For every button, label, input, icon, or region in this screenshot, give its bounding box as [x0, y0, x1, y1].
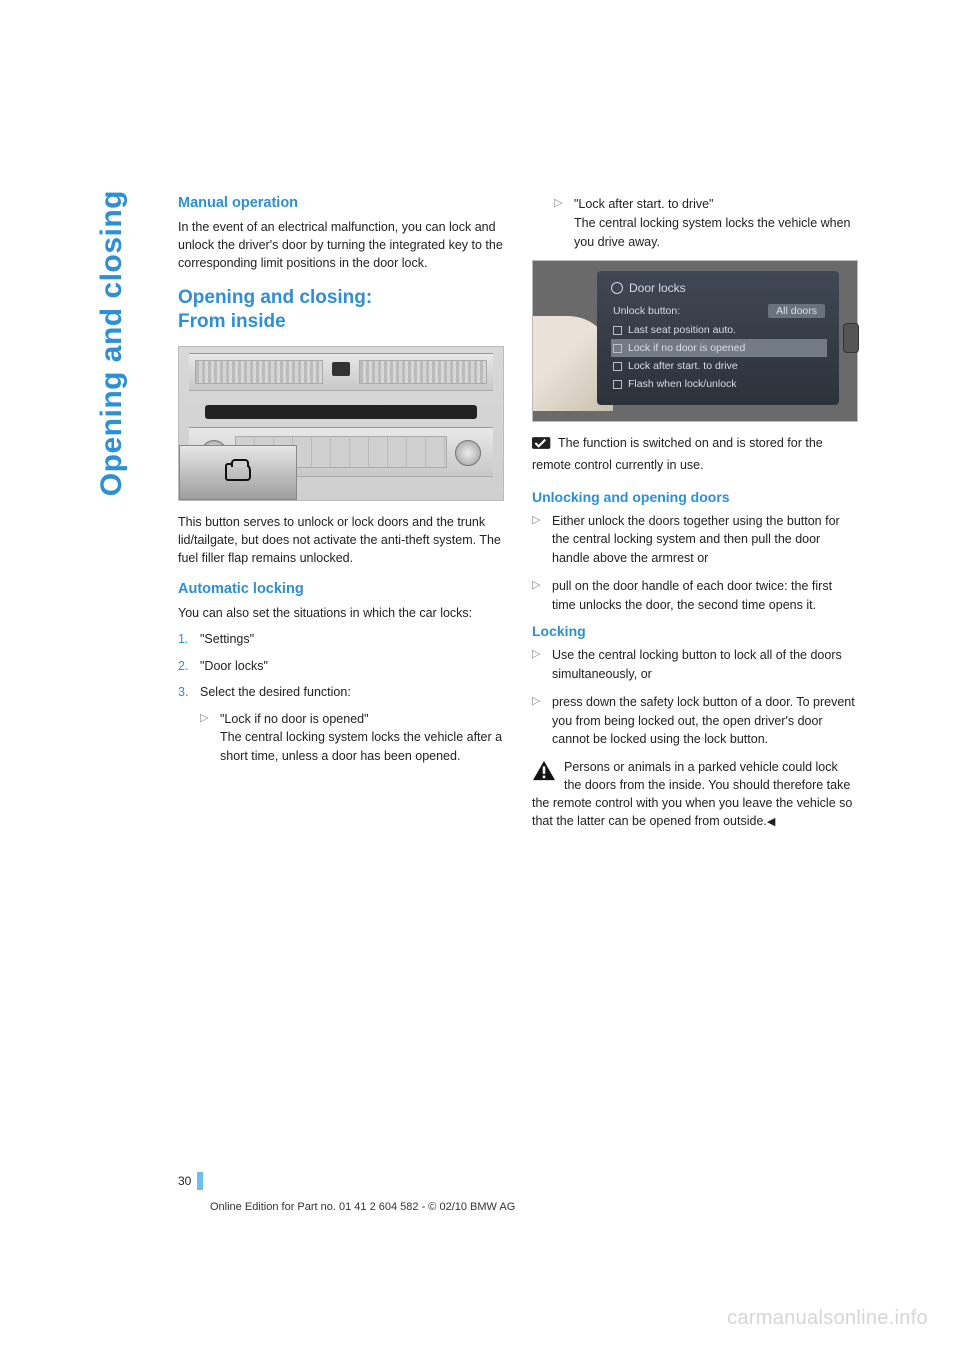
para-auto-locking-intro: You can also set the situations in which…	[178, 604, 504, 622]
warning-text: Persons or animals in a parked vehicle c…	[532, 760, 852, 828]
idrive-screen-panel: Door locks Unlock button: All doors Last…	[597, 271, 839, 405]
cont-sub-1-desc: The central locking system locks the veh…	[574, 216, 851, 249]
central-lock-button-callout	[179, 445, 297, 500]
checkbox-icon	[613, 380, 622, 389]
step-3-sub-1: "Lock if no door is opened" The central …	[200, 710, 504, 766]
step-2: 2."Door locks"	[178, 657, 504, 676]
left-column: Manual operation In the event of an elec…	[178, 195, 504, 845]
figure-idrive-screen: Door locks Unlock button: All doors Last…	[532, 260, 858, 422]
screen-row-2-text: Lock after start. to drive	[628, 360, 738, 372]
checkbox-icon	[613, 326, 622, 335]
unlock-item-0: Either unlock the doors together using t…	[532, 512, 858, 568]
para-stored-note: The function is switched on and is store…	[532, 434, 858, 474]
heading-locking: Locking	[532, 623, 858, 639]
screen-row-0-text: Last seat position auto.	[628, 324, 736, 336]
screen-title: Door locks	[611, 281, 827, 295]
warning-icon	[532, 760, 556, 787]
step-1-text: "Settings"	[200, 632, 254, 646]
page-number: 30	[178, 1172, 203, 1190]
screen-row-unlock: Unlock button: All doors	[611, 301, 827, 321]
screen-row-0: Last seat position auto.	[611, 321, 827, 339]
para-warning: Persons or animals in a parked vehicle c…	[532, 758, 858, 831]
cont-sub-1: "Lock after start. to drive" The central…	[554, 195, 858, 251]
list-unlocking: Either unlock the doors together using t…	[532, 512, 858, 615]
step-3-sublist: "Lock if no door is opened" The central …	[200, 710, 504, 766]
cont-sublist: "Lock after start. to drive" The central…	[532, 195, 858, 251]
list-locking: Use the central locking button to lock a…	[532, 646, 858, 749]
step-1: 1."Settings"	[178, 630, 504, 649]
checkbox-icon	[613, 344, 622, 353]
page-number-value: 30	[178, 1174, 197, 1188]
end-marker-icon: ◀	[767, 816, 775, 828]
screen-row-1-text: Lock if no door is opened	[628, 342, 745, 354]
idrive-knob	[843, 323, 859, 353]
step-3: 3.Select the desired function: "Lock if …	[178, 683, 504, 766]
screen-row-2: Lock after start. to drive	[611, 357, 827, 375]
right-column: "Lock after start. to drive" The central…	[532, 195, 858, 845]
stored-check-icon	[532, 435, 552, 456]
heading-unlocking-opening: Unlocking and opening doors	[532, 489, 858, 505]
cont-sub-1-title: "Lock after start. to drive"	[574, 197, 713, 211]
step-3-sub-1-title: "Lock if no door is opened"	[220, 712, 369, 726]
para-button-description: This button serves to unlock or lock doo…	[178, 513, 504, 567]
footer-edition-line: Online Edition for Part no. 01 41 2 604 …	[210, 1201, 515, 1213]
step-2-text: "Door locks"	[200, 659, 268, 673]
checkbox-icon	[613, 362, 622, 371]
para-manual-operation: In the event of an electrical malfunctio…	[178, 218, 504, 272]
lock-item-0: Use the central locking button to lock a…	[532, 646, 858, 684]
unlock-item-1: pull on the door handle of each door twi…	[532, 577, 858, 615]
page-body: Manual operation In the event of an elec…	[178, 195, 858, 845]
screen-row-3: Flash when lock/unlock	[611, 375, 827, 393]
figure-center-console	[178, 346, 504, 501]
heading-automatic-locking: Automatic locking	[178, 581, 504, 597]
step-3-sub-1-desc: The central locking system locks the veh…	[220, 730, 502, 763]
screen-row-3-text: Flash when lock/unlock	[628, 378, 737, 390]
gear-icon	[611, 282, 623, 294]
screen-title-text: Door locks	[629, 281, 686, 295]
lock-item-1: press down the safety lock button of a d…	[532, 693, 858, 749]
screen-row-1: Lock if no door is opened	[611, 339, 827, 357]
car-lock-icon	[225, 463, 251, 481]
watermark: carmanualsonline.info	[727, 1307, 928, 1330]
screen-row-unlock-label: Unlock button:	[613, 305, 680, 317]
stored-note-text: The function is switched on and is store…	[532, 436, 823, 472]
screen-row-unlock-value: All doors	[768, 304, 825, 318]
page-number-bar	[197, 1172, 203, 1190]
section-side-tab: Opening and closing	[95, 190, 129, 496]
heading-opening-closing-inside: Opening and closing: From inside	[178, 286, 504, 334]
steps-auto-locking: 1."Settings" 2."Door locks" 3.Select the…	[178, 630, 504, 765]
step-3-text: Select the desired function:	[200, 685, 351, 699]
heading-manual-operation: Manual operation	[178, 195, 504, 211]
